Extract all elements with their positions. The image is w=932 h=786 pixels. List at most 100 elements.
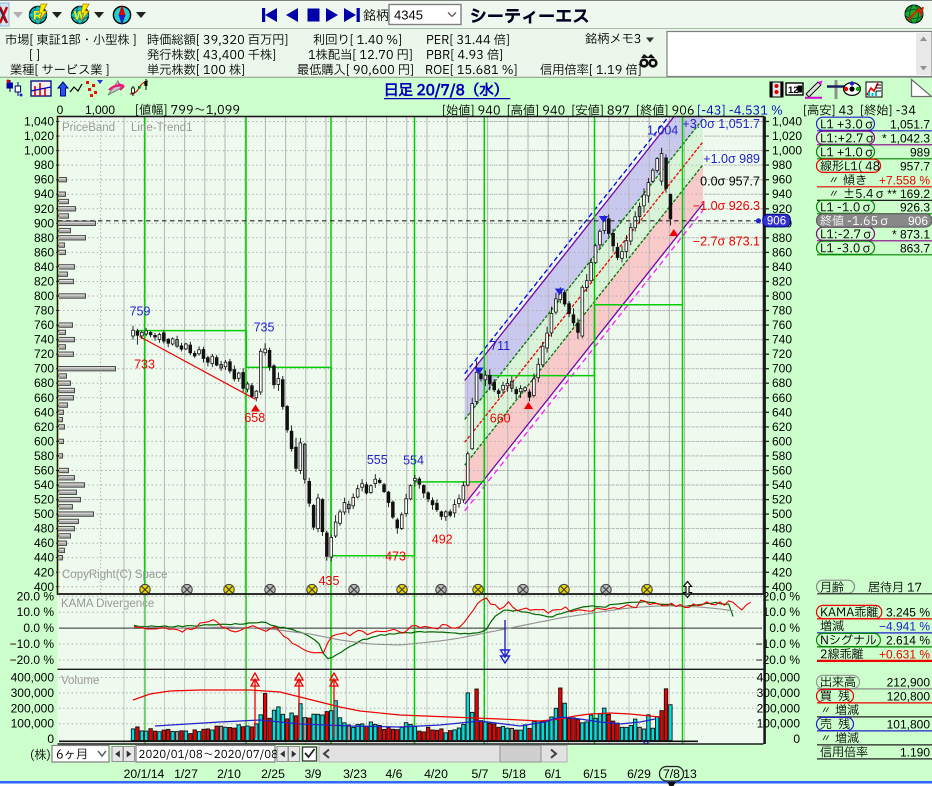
- svg-text:733: 733: [134, 358, 155, 372]
- svg-text:120,800: 120,800: [887, 689, 931, 703]
- svg-text:920: 920: [34, 202, 54, 216]
- svg-text:KAMA Divergence: KAMA Divergence: [61, 598, 154, 610]
- svg-text:580: 580: [772, 449, 792, 463]
- svg-text:700: 700: [34, 362, 54, 376]
- svg-text:+1.0σ 989: +1.0σ 989: [703, 152, 760, 166]
- svg-text:400: 400: [772, 580, 792, 594]
- svg-text:435: 435: [319, 574, 340, 588]
- svg-text:0.0 %: 0.0 %: [769, 621, 800, 635]
- svg-text:PriceBand: PriceBand: [62, 122, 115, 134]
- svg-text:5/7: 5/7: [472, 767, 489, 781]
- svg-text:860: 860: [34, 245, 54, 259]
- svg-text:759: 759: [130, 305, 151, 319]
- svg-text:940: 940: [772, 187, 792, 201]
- svg-text:520: 520: [34, 493, 54, 507]
- svg-text:−10.0 %: −10.0 %: [10, 637, 55, 651]
- svg-text:−1.0σ 926.3: −1.0σ 926.3: [693, 199, 760, 213]
- svg-text:780: 780: [34, 304, 54, 318]
- svg-text:20/1/14: 20/1/14: [124, 767, 165, 781]
- svg-text:800: 800: [34, 289, 54, 303]
- svg-text:0: 0: [793, 732, 800, 746]
- svg-text:1,000: 1,000: [772, 144, 802, 158]
- svg-text:212,900: 212,900: [887, 675, 931, 689]
- svg-text:555: 555: [367, 453, 388, 467]
- svg-text:−20.0 %: −20.0 %: [756, 653, 801, 667]
- svg-text:1/27: 1/27: [174, 767, 198, 781]
- svg-text:640: 640: [772, 405, 792, 419]
- svg-text:300,000: 300,000: [757, 686, 801, 700]
- svg-text:10.0 %: 10.0 %: [763, 605, 801, 619]
- svg-text:200,000: 200,000: [757, 701, 801, 715]
- svg-text:0: 0: [47, 732, 54, 746]
- svg-text:1.190: 1.190: [900, 745, 930, 759]
- svg-text:880: 880: [772, 231, 792, 245]
- svg-text:1,040: 1,040: [24, 115, 54, 129]
- svg-text:7/8: 7/8: [663, 767, 680, 781]
- svg-text:1,004: 1,004: [647, 124, 678, 138]
- svg-text:R: R: [33, 9, 42, 23]
- svg-text:1,020: 1,020: [24, 129, 54, 143]
- svg-text:4/20: 4/20: [424, 767, 448, 781]
- svg-text:Line-Trend1: Line-Trend1: [131, 122, 193, 134]
- svg-text:10.0 %: 10.0 %: [17, 605, 55, 619]
- svg-text:906: 906: [908, 214, 928, 228]
- svg-text:420: 420: [772, 565, 792, 579]
- svg-text:2/10: 2/10: [217, 767, 241, 781]
- svg-text:+7.558 %: +7.558 %: [879, 173, 930, 187]
- svg-text:420: 420: [34, 565, 54, 579]
- svg-text:* 873.1: * 873.1: [892, 227, 930, 241]
- svg-text:920: 920: [772, 202, 792, 216]
- svg-text:720: 720: [772, 347, 792, 361]
- svg-text:6/29: 6/29: [627, 767, 651, 781]
- svg-text:3/23: 3/23: [343, 767, 367, 781]
- svg-text:820: 820: [772, 275, 792, 289]
- svg-text:6/15: 6/15: [583, 767, 607, 781]
- svg-text:3.245 %: 3.245 %: [886, 605, 930, 619]
- svg-text:0.0σ 957.7: 0.0σ 957.7: [700, 175, 760, 189]
- svg-text:660: 660: [772, 391, 792, 405]
- svg-text:CopyRight(C) Space: CopyRight(C) Space: [62, 569, 167, 581]
- svg-text:820: 820: [34, 275, 54, 289]
- svg-text:6/1: 6/1: [545, 767, 562, 781]
- svg-text:500: 500: [772, 507, 792, 521]
- svg-text:960: 960: [772, 173, 792, 187]
- svg-text:863.7: 863.7: [900, 241, 930, 255]
- svg-text:554: 554: [403, 454, 424, 468]
- svg-text:101,800: 101,800: [887, 717, 931, 731]
- svg-text:0.0 %: 0.0 %: [23, 621, 54, 635]
- svg-text:−4.941 %: −4.941 %: [879, 619, 930, 633]
- svg-text:Volume: Volume: [61, 675, 99, 687]
- svg-text:−10.0 %: −10.0 %: [756, 637, 801, 651]
- svg-text:900: 900: [34, 216, 54, 230]
- svg-text:500: 500: [34, 507, 54, 521]
- svg-text:980: 980: [34, 158, 54, 172]
- svg-text:540: 540: [772, 478, 792, 492]
- svg-text:700: 700: [772, 362, 792, 376]
- svg-text:989: 989: [910, 145, 930, 159]
- svg-text:20.0 %: 20.0 %: [763, 589, 801, 603]
- svg-text:940: 940: [34, 187, 54, 201]
- svg-text:473: 473: [385, 550, 406, 564]
- svg-text:840: 840: [772, 260, 792, 274]
- svg-text:1,020: 1,020: [772, 129, 802, 143]
- svg-text:520: 520: [772, 493, 792, 507]
- svg-text:100,000: 100,000: [11, 717, 55, 731]
- svg-text:100,000: 100,000: [757, 717, 801, 731]
- svg-text:460: 460: [34, 536, 54, 550]
- svg-text:480: 480: [772, 522, 792, 536]
- svg-text:1,000: 1,000: [24, 144, 54, 158]
- svg-text:1,000: 1,000: [85, 103, 115, 117]
- svg-text:−20.0 %: −20.0 %: [10, 653, 55, 667]
- svg-text:600: 600: [34, 434, 54, 448]
- svg-text:957.7: 957.7: [900, 159, 930, 173]
- svg-text:560: 560: [34, 464, 54, 478]
- svg-text:720: 720: [34, 347, 54, 361]
- svg-text:960: 960: [34, 173, 54, 187]
- svg-text:12: 12: [788, 85, 799, 96]
- svg-text:400: 400: [34, 580, 54, 594]
- svg-text:760: 760: [772, 318, 792, 332]
- svg-text:711: 711: [490, 339, 510, 353]
- svg-text:** 169.2: ** 169.2: [887, 187, 930, 201]
- svg-text:* 1,042.3: * 1,042.3: [882, 131, 930, 145]
- svg-text:620: 620: [772, 420, 792, 434]
